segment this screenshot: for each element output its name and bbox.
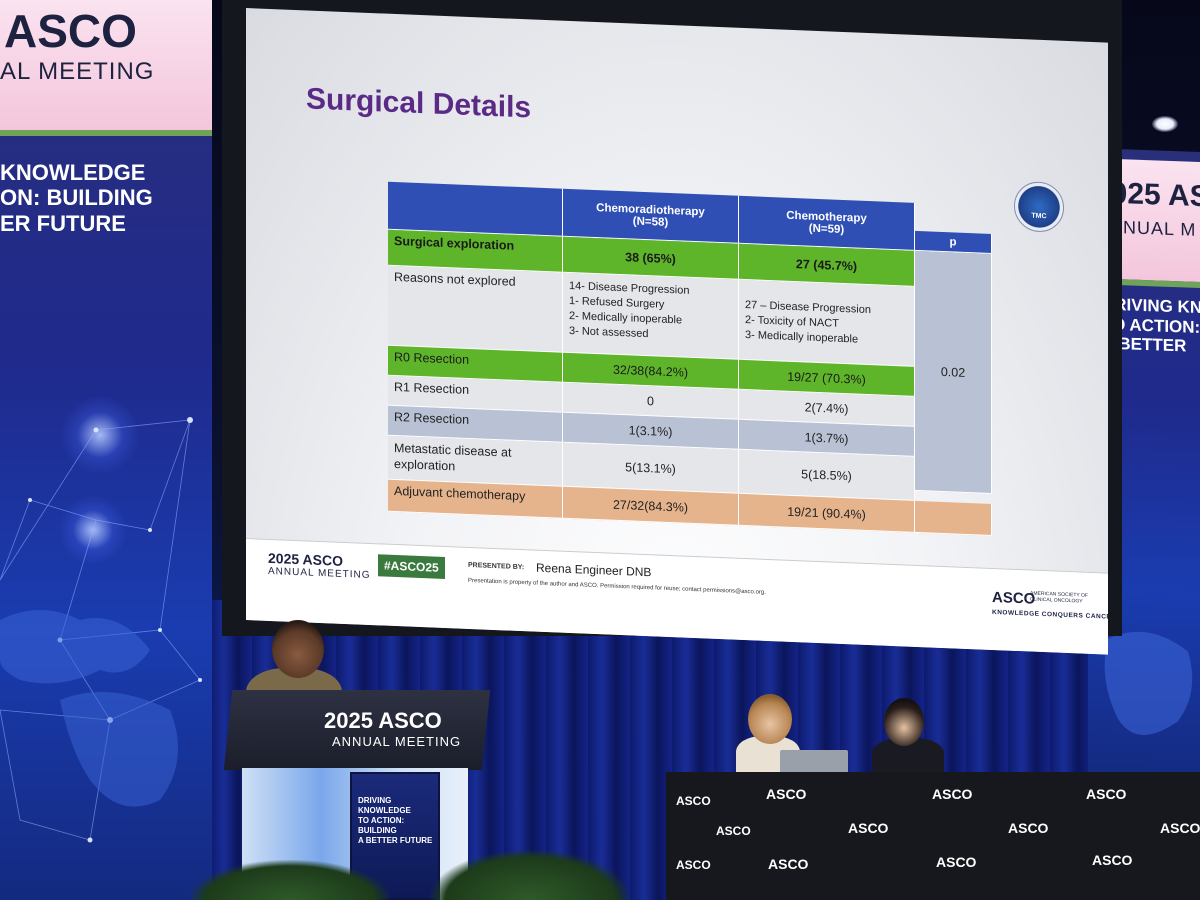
- table-header-crt: Chemoradiotherapy (N=58): [563, 188, 739, 244]
- desk-asco-logo: ASCO: [1086, 786, 1127, 802]
- podium-panel-text: DRIVING KNOWLEDGE TO ACTION: BUILDING A …: [358, 796, 438, 846]
- header-crt-n: (N=58): [632, 215, 669, 229]
- podium-panel-line: DRIVING KNOWLEDGE: [358, 796, 411, 815]
- desk-asco-logo: ASCO: [936, 854, 977, 870]
- desk-asco-logo: ASCO: [716, 824, 751, 838]
- row-label: Adjuvant chemotherapy: [388, 479, 563, 519]
- footer-presented-by: PRESENTED BY:: [468, 561, 525, 572]
- left-banner-header: ASCO AL MEETING: [0, 0, 212, 130]
- right-banner-map-graphic: [1104, 631, 1193, 735]
- row-ct-value: 19/21 (90.4%): [739, 493, 915, 533]
- desk-asco-logo: ASCO: [766, 786, 807, 802]
- left-banner-logo: ASCO: [4, 5, 137, 57]
- left-banner-glow: [60, 395, 140, 475]
- laptop: [780, 750, 848, 774]
- desk-asco-logo: ASCO: [848, 820, 889, 836]
- row-crt-reasons: 14- Disease Progression 1- Refused Surge…: [563, 272, 739, 360]
- left-banner-network-graphic: [0, 417, 202, 843]
- table-header-ct: Chemotherapy (N=59): [739, 195, 915, 251]
- row-ct-reasons: 27 – Disease Progression 2- Toxicity of …: [739, 279, 915, 367]
- footer-presenter: Reena Engineer DNB: [536, 560, 652, 580]
- tmc-logo-text: TMC: [1031, 212, 1047, 221]
- right-banner: 2025 ASC ANNUAL M DRIVING KNO TO ACTION:…: [1088, 148, 1200, 782]
- desk-asco-logo: ASCO: [1008, 820, 1049, 836]
- podium-panel-line: TO ACTION: BUILDING: [358, 816, 405, 835]
- plant: [430, 850, 630, 900]
- desk-asco-logo: ASCO: [676, 858, 711, 872]
- desk-asco-logo: ASCO: [932, 786, 973, 802]
- footer-asco-brand: ASCO: [992, 588, 1036, 608]
- left-banner-tagline-line: ER FUTURE: [0, 210, 126, 236]
- row-label: Reasons not explored: [388, 265, 563, 353]
- desk-asco-logo: ASCO: [1092, 852, 1133, 868]
- left-banner-subtitle: AL MEETING: [0, 58, 155, 85]
- slide-title: Surgical Details: [306, 82, 532, 125]
- header-ct-n: (N=59): [808, 222, 845, 236]
- podium-panel-line: A BETTER FUTURE: [358, 836, 433, 845]
- surgical-details-table: Chemoradiotherapy (N=58) Chemotherapy (N…: [388, 181, 992, 536]
- podium-subtitle: ANNUAL MEETING: [332, 734, 462, 749]
- left-banner: ASCO AL MEETING KNOWLEDGE ON: BUILDING E…: [0, 0, 212, 900]
- speaker-head: [272, 620, 324, 678]
- row-p-empty: [915, 500, 992, 536]
- panel-desk: ASCO ASCO ASCO ASCO ASCO ASCO ASCO ASCO …: [666, 772, 1200, 900]
- footer-slogan: KNOWLEDGE CONQUERS CANCER: [992, 608, 1108, 621]
- row-label: Metastatic disease at exploration: [388, 435, 563, 487]
- podium-logo: 2025 ASCO: [324, 708, 442, 733]
- stage-light: [1152, 116, 1178, 132]
- footer-note: Presentation is property of the author a…: [468, 577, 766, 596]
- left-banner-tagline: KNOWLEDGE ON: BUILDING ER FUTURE: [0, 160, 153, 236]
- footer-asco-full: AMERICAN SOCIETY OF CLINICAL ONCOLOGY: [1030, 590, 1088, 605]
- panelist-head: [884, 698, 924, 746]
- left-banner-tagline-line: KNOWLEDGE: [0, 160, 146, 185]
- table-header-empty: [388, 181, 563, 237]
- desk-asco-logo: ASCO: [1160, 820, 1200, 836]
- panelist-head: [748, 694, 792, 744]
- footer-hashtag: #ASCO25: [378, 554, 445, 579]
- projection-screen-slide: Surgical Details TMC Chemoradiotherapy (…: [246, 8, 1108, 655]
- desk-asco-logo: ASCO: [768, 856, 809, 872]
- left-banner-stripe: [0, 130, 212, 136]
- left-banner-tagline-line: ON: BUILDING: [0, 185, 153, 211]
- footer-meeting: ANNUAL MEETING: [268, 565, 371, 582]
- tmc-logo: TMC: [1014, 180, 1064, 233]
- row-crt-value: 5(13.1%): [563, 442, 739, 494]
- row-ct-value: 5(18.5%): [739, 449, 915, 501]
- desk-asco-logo: ASCO: [676, 794, 711, 808]
- row-crt-value: 27/32(84.3%): [563, 486, 739, 526]
- plant: [190, 860, 390, 900]
